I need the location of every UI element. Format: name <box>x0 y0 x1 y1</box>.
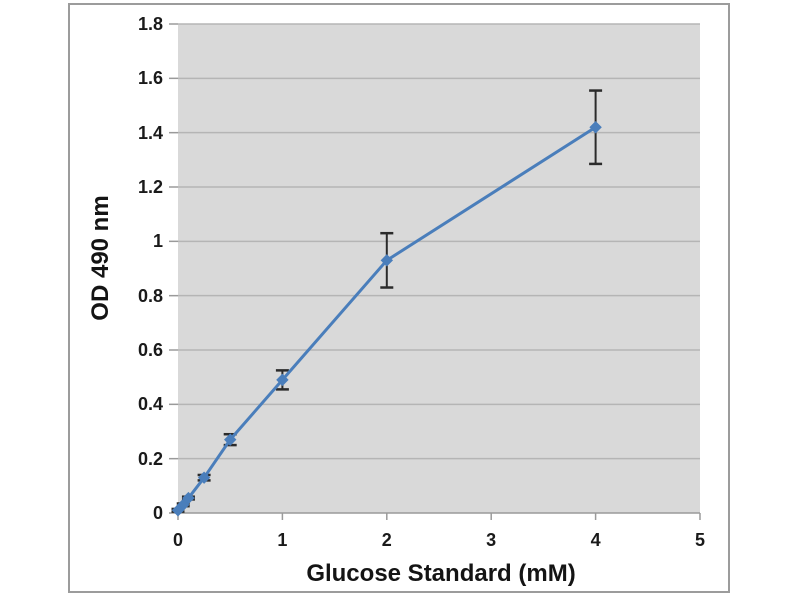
y-axis-tick-label: 0 <box>152 503 163 523</box>
data-point-marker <box>276 373 289 387</box>
data-point-marker <box>223 433 237 446</box>
y-axis-tick-label: 0.8 <box>137 285 163 306</box>
data-point-marker <box>177 498 190 512</box>
x-axis-tick-label: 2 <box>381 530 392 550</box>
x-axis-tick-label: 5 <box>694 530 705 550</box>
data-point-marker <box>380 254 394 267</box>
data-point-marker <box>197 471 211 484</box>
y-axis-tick-label: 0.4 <box>137 394 163 415</box>
data-point-marker <box>589 121 602 134</box>
y-axis-tick-label: 1 <box>152 231 163 252</box>
plot-background <box>178 24 700 513</box>
x-axis-title: Glucose Standard (mM) <box>306 560 576 587</box>
x-axis-tick-label: 0 <box>172 530 183 550</box>
y-axis-tick-label: 1.8 <box>137 14 163 34</box>
y-axis-tick-label: 1.6 <box>137 68 163 89</box>
y-axis-tick-label: 1.4 <box>137 122 163 143</box>
y-axis-tick-label: 0.6 <box>137 340 163 360</box>
y-axis-tick-label: 1.2 <box>137 177 163 197</box>
x-axis-tick-label: 4 <box>590 530 601 550</box>
x-axis-tick-label: 1 <box>277 530 288 550</box>
y-axis-tick-label: 0.2 <box>137 448 163 469</box>
data-point-marker <box>182 491 195 505</box>
x-axis-tick-label: 3 <box>486 530 497 550</box>
